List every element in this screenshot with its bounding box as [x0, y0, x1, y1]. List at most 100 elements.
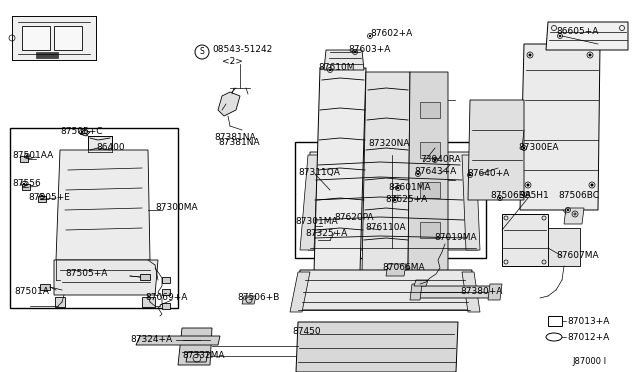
Circle shape: [417, 173, 419, 175]
Text: 87013+A: 87013+A: [567, 317, 609, 326]
Text: 08543-51242: 08543-51242: [212, 45, 272, 55]
Bar: [548, 228, 580, 266]
Circle shape: [589, 54, 591, 57]
Polygon shape: [410, 284, 422, 300]
Bar: [420, 182, 440, 198]
Polygon shape: [322, 222, 345, 236]
Bar: [36, 52, 58, 58]
Bar: [420, 142, 440, 158]
Text: 87301MA: 87301MA: [295, 218, 338, 227]
Text: 87069+A: 87069+A: [145, 294, 188, 302]
Polygon shape: [54, 260, 158, 295]
Text: 86605+A: 86605+A: [556, 28, 598, 36]
Text: 87556: 87556: [12, 180, 41, 189]
Polygon shape: [298, 270, 472, 310]
Text: 87505+E: 87505+E: [28, 193, 70, 202]
Circle shape: [329, 69, 332, 71]
Text: 87603+A: 87603+A: [348, 45, 390, 55]
Polygon shape: [546, 22, 628, 50]
Polygon shape: [186, 352, 208, 362]
Text: 87607MA: 87607MA: [556, 250, 598, 260]
Polygon shape: [20, 156, 28, 162]
Text: 87505+C: 87505+C: [60, 128, 102, 137]
Polygon shape: [40, 284, 50, 290]
Bar: [548, 316, 562, 326]
Text: 87300MA: 87300MA: [155, 203, 198, 212]
Text: 87620PA: 87620PA: [334, 214, 374, 222]
Text: 87640+A: 87640+A: [467, 169, 509, 177]
Circle shape: [394, 199, 396, 201]
Text: 87501AA: 87501AA: [12, 151, 53, 160]
Text: 87505+A: 87505+A: [65, 269, 108, 278]
Polygon shape: [55, 297, 65, 307]
Bar: [502, 214, 548, 266]
Bar: [54, 26, 82, 50]
Polygon shape: [362, 72, 410, 272]
Polygon shape: [408, 72, 448, 272]
Circle shape: [527, 183, 529, 186]
Text: 87019MA: 87019MA: [434, 234, 477, 243]
Text: 87381NA: 87381NA: [218, 138, 260, 147]
Circle shape: [468, 174, 471, 176]
Bar: [420, 222, 440, 238]
Text: 73940RA: 73940RA: [420, 154, 461, 164]
Text: 87324+A: 87324+A: [130, 336, 172, 344]
Polygon shape: [324, 50, 364, 70]
Polygon shape: [520, 44, 600, 210]
Circle shape: [559, 35, 561, 37]
Polygon shape: [296, 322, 458, 372]
Circle shape: [434, 159, 436, 161]
Text: 87506+B: 87506+B: [237, 292, 280, 301]
Circle shape: [369, 35, 371, 37]
Text: 87601MA: 87601MA: [388, 183, 431, 192]
Circle shape: [573, 212, 577, 215]
Polygon shape: [22, 184, 30, 190]
Polygon shape: [414, 280, 428, 286]
Bar: [22, 26, 50, 50]
Text: 87602+A: 87602+A: [370, 29, 412, 38]
Text: <2>: <2>: [222, 58, 243, 67]
Polygon shape: [564, 208, 584, 224]
Circle shape: [591, 183, 593, 186]
Text: 87300EA: 87300EA: [518, 142, 559, 151]
Circle shape: [397, 187, 399, 189]
Polygon shape: [290, 272, 310, 312]
Polygon shape: [242, 296, 256, 304]
Circle shape: [499, 197, 501, 199]
Text: 87012+A: 87012+A: [567, 333, 609, 341]
Text: 86400: 86400: [96, 144, 125, 153]
Text: 985H1: 985H1: [519, 192, 548, 201]
Text: 87311QA: 87311QA: [298, 167, 340, 176]
Text: 87325+A: 87325+A: [305, 228, 348, 237]
Text: 87332MA: 87332MA: [182, 352, 225, 360]
Text: 87610M: 87610M: [318, 64, 355, 73]
Circle shape: [23, 183, 25, 185]
Text: 87450: 87450: [292, 327, 321, 337]
Polygon shape: [218, 92, 240, 116]
Polygon shape: [162, 277, 170, 283]
Bar: [295, 142, 486, 258]
Bar: [420, 102, 440, 118]
Circle shape: [41, 195, 44, 197]
Polygon shape: [80, 130, 90, 136]
Polygon shape: [162, 303, 170, 309]
Polygon shape: [142, 297, 155, 307]
Polygon shape: [178, 328, 212, 365]
Bar: [10, 128, 178, 308]
Text: 87380+A: 87380+A: [460, 288, 502, 296]
Polygon shape: [314, 68, 366, 272]
Text: 87320NA: 87320NA: [368, 140, 410, 148]
Polygon shape: [320, 186, 340, 196]
Polygon shape: [88, 136, 112, 152]
Polygon shape: [386, 264, 406, 276]
Circle shape: [81, 131, 83, 133]
Polygon shape: [136, 336, 220, 345]
Polygon shape: [468, 100, 524, 200]
Text: 87066MA: 87066MA: [382, 263, 424, 273]
Circle shape: [567, 209, 569, 211]
Polygon shape: [415, 286, 492, 298]
Polygon shape: [300, 155, 318, 250]
Polygon shape: [38, 196, 46, 202]
Text: 87643+A: 87643+A: [414, 167, 456, 176]
Text: 876110A: 876110A: [365, 222, 406, 231]
